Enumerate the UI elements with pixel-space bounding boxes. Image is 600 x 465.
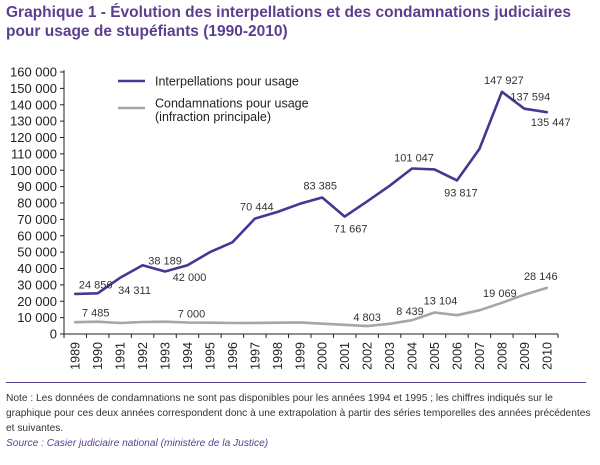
x-tick-label: 2008	[495, 342, 509, 370]
x-tick-label: 1991	[114, 342, 128, 370]
data-label: 135 447	[531, 117, 571, 129]
data-label: 83 385	[303, 180, 337, 192]
y-tick-label: 60 000	[17, 228, 57, 243]
data-label: 93 817	[444, 187, 478, 199]
data-label: 24 856	[79, 279, 113, 291]
data-label: 7 000	[178, 309, 206, 321]
data-label: 8 439	[396, 306, 424, 318]
y-tick-label: 50 000	[17, 245, 57, 260]
x-tick-label: 2003	[383, 342, 397, 370]
data-label: 7 485	[82, 308, 110, 320]
y-tick-label: 150 000	[10, 81, 57, 96]
x-tick-label: 2001	[338, 342, 352, 370]
x-axis-ticks: 1989 1990 1991 1992 1993 1994 1995 1996 1997 1998…	[63, 334, 559, 370]
data-label: 101 047	[394, 153, 434, 165]
y-tick-label: 70 000	[17, 212, 57, 227]
data-labels: 24 856 34 311 38 189 42 000 70 444 83 385 71 6…	[79, 75, 571, 324]
x-tick-label: 2009	[518, 342, 532, 370]
y-tick-label: 20 000	[17, 294, 57, 309]
data-label: 147 927	[484, 75, 524, 87]
divider-line	[6, 382, 586, 383]
x-tick-label: 1992	[136, 342, 150, 370]
x-tick-label: 1996	[226, 342, 240, 370]
data-label: 13 104	[424, 296, 458, 308]
data-label: 71 667	[334, 224, 368, 236]
data-label: 19 069	[483, 288, 517, 300]
y-tick-label: 30 000	[17, 277, 57, 292]
y-tick-label: 0	[50, 327, 57, 342]
x-tick-label: 2000	[316, 342, 330, 370]
y-tick-label: 130 000	[10, 114, 57, 129]
x-tick-label: 2002	[361, 342, 375, 370]
y-tick-label: 100 000	[10, 163, 57, 178]
x-tick-label: 1997	[248, 342, 262, 370]
y-tick-label: 90 000	[17, 179, 57, 194]
y-tick-label: 140 000	[10, 97, 57, 112]
legend-label-condamnations-line1: Condamnations pour usage	[155, 97, 309, 111]
condamnations-line	[73, 286, 549, 328]
y-tick-label: 40 000	[17, 261, 57, 276]
x-tick-label: 1990	[91, 342, 105, 370]
x-tick-label: 1994	[181, 342, 195, 370]
data-label: 42 000	[173, 272, 207, 284]
x-tick-label: 1995	[203, 342, 217, 370]
chart-note: Note : Les données de condamnations ne s…	[6, 393, 591, 434]
interpellations-line	[73, 90, 549, 296]
x-tick-label: 1993	[159, 342, 173, 370]
data-label: 28 146	[524, 271, 558, 283]
y-tick-label: 120 000	[10, 130, 57, 145]
data-label: 70 444	[240, 202, 274, 214]
x-tick-label: 2006	[450, 342, 464, 370]
legend-label-condamnations-line2: (infraction principale)	[155, 110, 271, 124]
series-lines	[73, 90, 549, 328]
x-tick-label: 2010	[540, 342, 554, 370]
x-tick-label: 1999	[293, 342, 307, 370]
y-tick-label: 10 000	[17, 310, 57, 325]
x-tick-label: 2007	[473, 342, 487, 370]
legend-label-interpellations: Interpellations pour usage	[155, 75, 299, 89]
y-tick-label: 110 000	[11, 146, 57, 161]
data-label: 38 189	[148, 255, 182, 267]
y-tick-label: 80 000	[17, 196, 57, 211]
x-tick-label: 2005	[428, 342, 442, 370]
x-tick-label: 1989	[69, 342, 83, 370]
y-tick-label: 160 000	[10, 65, 57, 80]
data-label: 137 594	[510, 92, 550, 104]
data-label: 34 311	[118, 285, 151, 297]
chart-source: Source : Casier judiciaire national (min…	[6, 438, 269, 449]
x-tick-label: 2004	[406, 342, 420, 370]
chart-title: Graphique 1 - Évolution des interpellati…	[6, 4, 572, 40]
data-label: 4 803	[353, 312, 381, 324]
x-tick-label: 1998	[271, 342, 285, 370]
chart-legend: Interpellations pour usage Condamnations …	[118, 75, 309, 124]
